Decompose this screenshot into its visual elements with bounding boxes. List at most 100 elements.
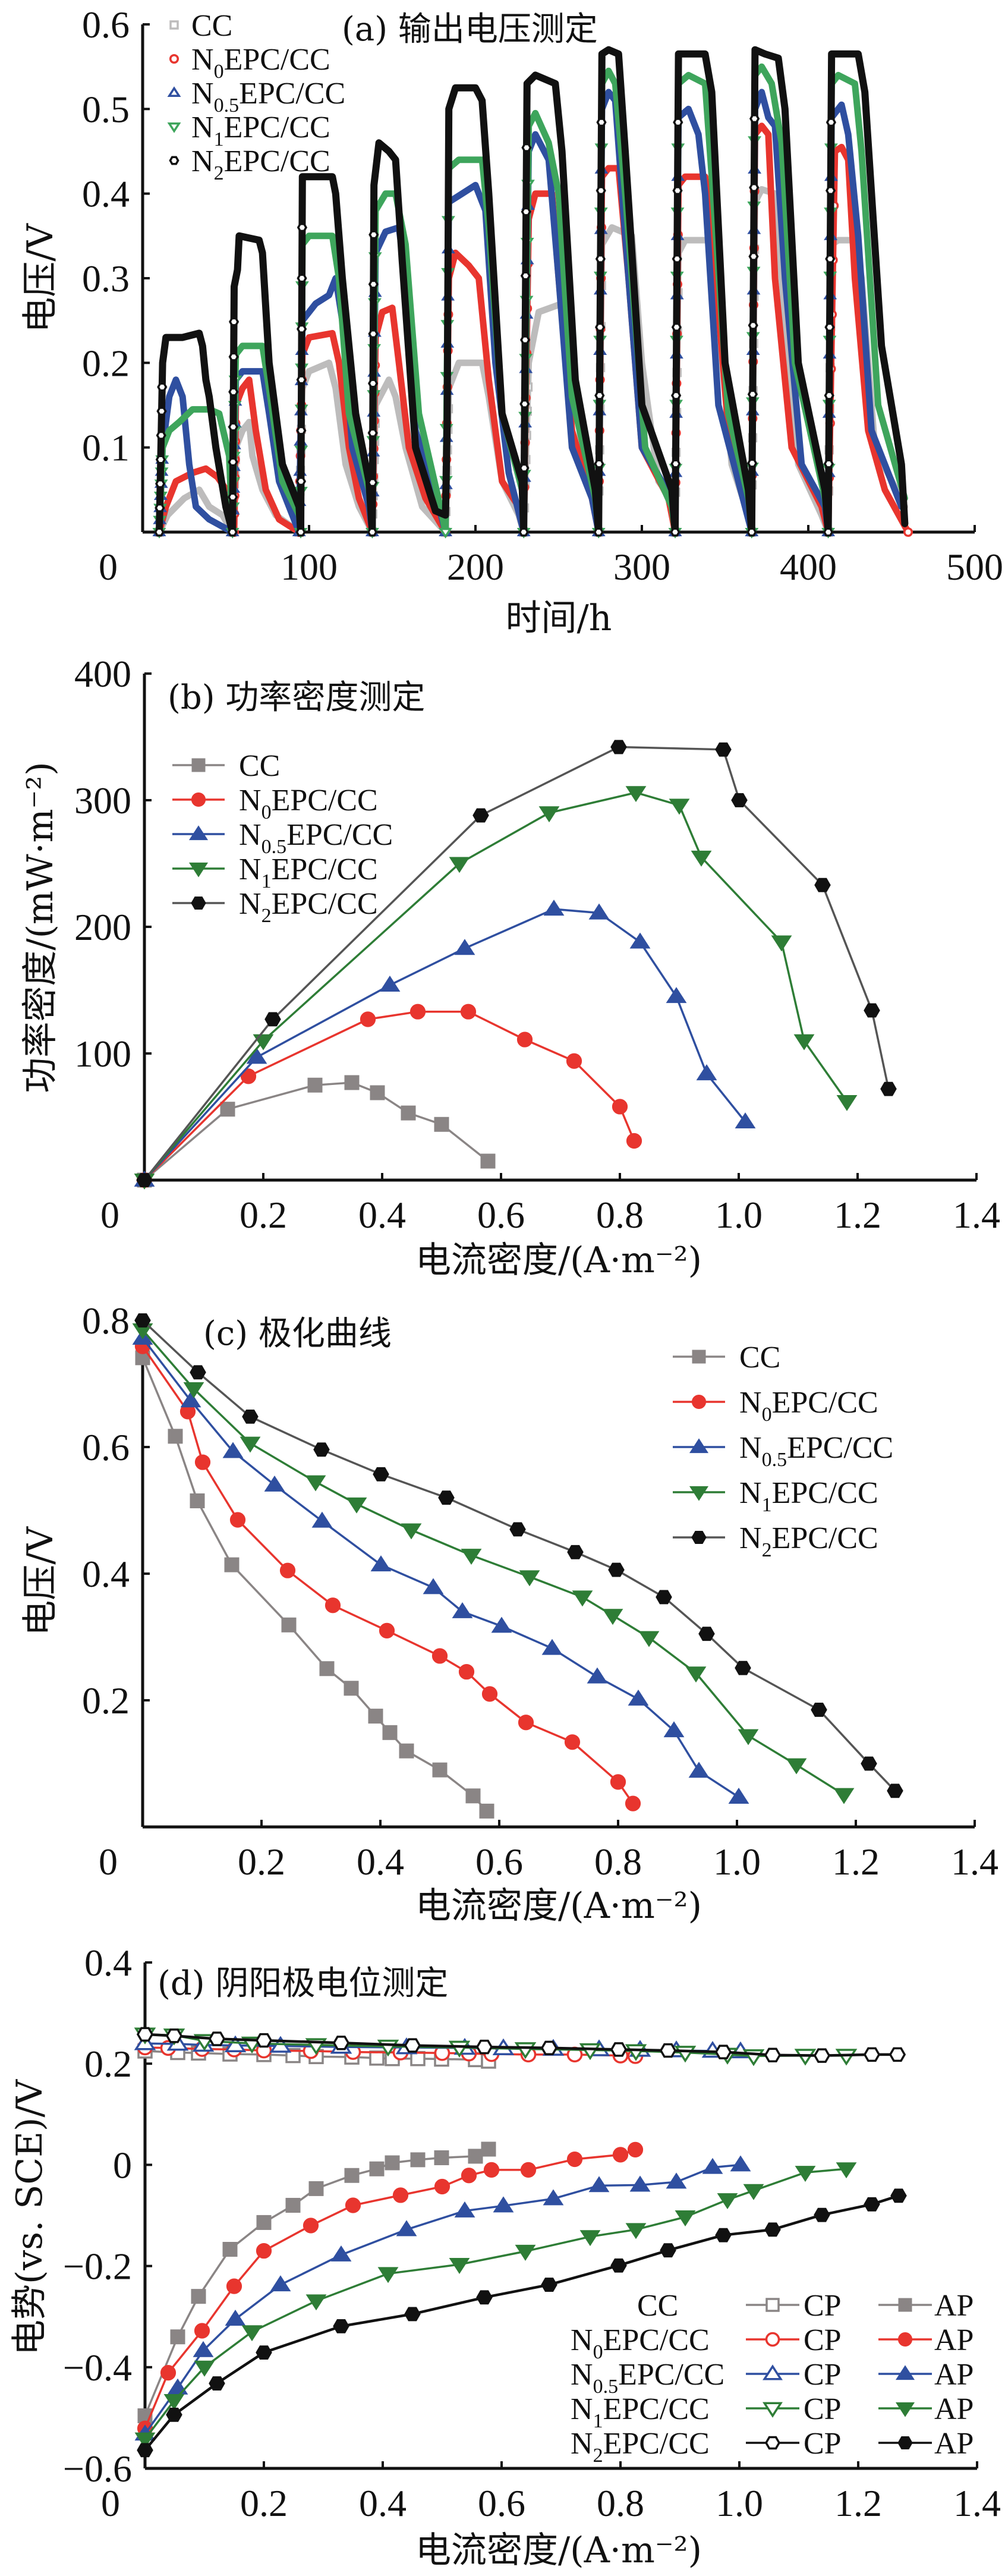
- data-point-n0epc-cc: [431, 1648, 448, 1664]
- series-line-n0epc-cc: [141, 1345, 634, 1804]
- data-point-n2epc-cc: [155, 455, 166, 464]
- data-point-n0-5epc-cc-ap: [454, 2201, 475, 2218]
- data-point-n2epc-cc-ap: [333, 2319, 349, 2333]
- legend-label-cc: CC: [191, 9, 232, 43]
- data-point-n1epc-cc: [538, 806, 560, 823]
- panel-c-x-tick-label: 1.0: [713, 1841, 761, 1883]
- data-point-n2epc-cc: [297, 273, 307, 283]
- data-point-cc-ap: [170, 2329, 185, 2345]
- legend-marker-hexagon-icon: [691, 1531, 707, 1544]
- data-point-cc: [479, 1803, 494, 1819]
- data-point-n0-5epc-cc-ap: [666, 2172, 687, 2189]
- data-point-n2epc-cc: [823, 527, 834, 537]
- legend-item-cc: CC: [172, 749, 280, 783]
- legend-marker-filled-triangle-up-icon: [895, 2365, 915, 2380]
- panel-d-electrode-potential: 0 0.2 0.4 0.6 0.8 1.0 1.2 1.4 −0.6 −0.4 −0.2 0 0.2 0.…: [9, 1942, 1001, 2571]
- data-point-n1epc-cc-ap: [625, 2223, 647, 2240]
- panel-a-title: (a) 输出电压测定: [342, 10, 598, 49]
- legend-label-n0-5epc-cc: N0.5EPC/CC: [739, 1431, 893, 1471]
- data-point-n2epc-cc-ap: [660, 2243, 676, 2258]
- data-point-n1epc-cc: [691, 850, 712, 867]
- legend-label-n0-5epc-cc: N0.5EPC/CC: [571, 2358, 724, 2398]
- data-point-n2epc-cc-cp: [404, 2038, 421, 2053]
- legend-label-n1epc-cc: N1EPC/CC: [571, 2392, 710, 2432]
- data-point-n2epc-cc: [673, 118, 683, 127]
- series-line-n2epc-cc-ap: [144, 2194, 899, 2451]
- legend-label-cc: CC: [739, 1341, 780, 1375]
- data-point-n0-5epc-cc: [588, 903, 610, 920]
- data-point-n0epc-cc: [458, 1663, 475, 1680]
- data-point-n2epc-cc: [296, 324, 307, 334]
- legend-cp-label: CP: [804, 2358, 842, 2392]
- legend-marker-square-icon: [191, 758, 206, 772]
- data-point-n2epc-cc: [825, 186, 836, 196]
- data-point-n0epc-cc: [279, 1562, 296, 1578]
- data-point-n0epc-cc: [409, 1004, 426, 1020]
- data-point-n2epc-cc: [594, 322, 606, 332]
- data-point-n0-5epc-cc: [370, 1555, 392, 1572]
- data-point-n2epc-cc-cp: [165, 2028, 183, 2043]
- data-point-n0epc-cc-ap: [627, 2141, 644, 2157]
- panel-a-output-voltage: 0 100 200 300 400 500 0.1 0.2 0.3 0.4 0.5 0.6 (a) 输…: [20, 4, 1003, 639]
- data-point-n0epc-cc: [240, 1068, 257, 1084]
- panel-d-y-tick-label: 0.4: [84, 1942, 132, 1984]
- legend-item-n2epc-cc: N2EPC/CC: [673, 1521, 878, 1561]
- data-point-n0epc-cc: [566, 1053, 582, 1069]
- data-point-n0-5epc-cc: [246, 1048, 267, 1064]
- data-point-n1epc-cc-ap: [194, 2360, 215, 2377]
- panel-d-marks: [134, 2027, 907, 2458]
- data-point-cc-ap: [344, 2168, 360, 2183]
- panel-a-xlabel: 时间/h: [506, 597, 612, 639]
- data-point-n0epc-cc-ap: [194, 2323, 210, 2339]
- series-n2epc-cc: [136, 740, 897, 1187]
- data-point-n1epc-cc: [638, 1631, 660, 1647]
- legend-label-n0-5epc-cc: N0.5EPC/CC: [191, 77, 345, 117]
- panel-c-y-tick-label: 0.2: [82, 1679, 130, 1722]
- panel-a-ylabel: 电压/V: [20, 223, 61, 333]
- data-point-n0epc-cc: [626, 1133, 642, 1149]
- legend-marker-circle-icon: [169, 54, 179, 64]
- data-point-n1epc-cc: [602, 1609, 623, 1625]
- legend-item-n0epc-cc: N0EPC/CC CP AP: [571, 2323, 974, 2363]
- panel-a-y-tick-label: 0.2: [82, 342, 130, 384]
- data-point-n2epc-cc: [367, 527, 378, 537]
- data-point-n2epc-cc-cp: [136, 2027, 154, 2042]
- data-point-n2epc-cc: [190, 1365, 206, 1380]
- data-point-n0epc-cc-ap: [434, 2178, 450, 2195]
- data-point-n0-5epc-cc-ap: [730, 2155, 751, 2172]
- data-point-n2epc-cc: [367, 478, 378, 487]
- data-point-n2epc-cc: [228, 422, 239, 432]
- data-point-n2epc-cc-ap: [256, 2345, 272, 2360]
- panel-d-xlabel: 电流密度/(A·m⁻²): [415, 2530, 702, 2571]
- data-point-n2epc-cc: [367, 379, 379, 388]
- series-cc: [135, 1350, 494, 1819]
- panel-b-power-density: 0 0.2 0.4 0.6 0.8 1.0 1.2 1.4 100 200 300 400 (b) 功…: [20, 653, 1000, 1281]
- data-point-cc-ap: [369, 2161, 385, 2176]
- panel-b-title: (b) 功率密度测定: [168, 678, 425, 717]
- legend-marker-circle-icon: [691, 1394, 707, 1410]
- data-point-n0epc-cc-ap: [303, 2218, 319, 2234]
- data-point-n0epc-cc: [518, 1715, 534, 1731]
- data-point-n0epc-cc: [903, 527, 913, 537]
- panel-c-x-tick-label: 0.8: [594, 1841, 642, 1883]
- data-point-n0epc-cc-ap: [566, 2151, 583, 2168]
- legend-label-n0epc-cc: N0EPC/CC: [571, 2323, 710, 2363]
- data-point-n2epc-cc: [313, 1442, 330, 1457]
- panel-c-legend: CC N0EPC/CC N0.5EPC/CC N1EPC/CC N2EPC/CC: [673, 1341, 893, 1561]
- data-point-n2epc-cc: [670, 391, 682, 400]
- data-point-n2epc-cc: [297, 223, 308, 232]
- data-point-n2epc-cc: [520, 271, 531, 281]
- data-point-n2epc-cc: [296, 375, 307, 385]
- legend-marker-open-circle-icon: [765, 2332, 780, 2347]
- legend-marker-filled-triangle-down-icon: [895, 2402, 915, 2417]
- panel-a-x-tick-label: 0: [99, 546, 118, 588]
- panel-b-xlabel: 电流密度/(A·m⁻²): [415, 1240, 702, 1281]
- panel-b-x-tick-label: 0.6: [477, 1194, 525, 1236]
- panel-a-marks: [152, 46, 913, 539]
- data-point-n1epc-cc: [836, 1094, 858, 1111]
- data-point-n0epc-cc: [610, 1774, 626, 1790]
- panel-b-ylabel: 功率密度/(mW·m⁻²): [20, 762, 61, 1093]
- panel-b-marks: [134, 740, 897, 1190]
- series-n2epc-cc-cp: [136, 2027, 906, 2063]
- data-point-n0-5epc-cc: [666, 987, 687, 1004]
